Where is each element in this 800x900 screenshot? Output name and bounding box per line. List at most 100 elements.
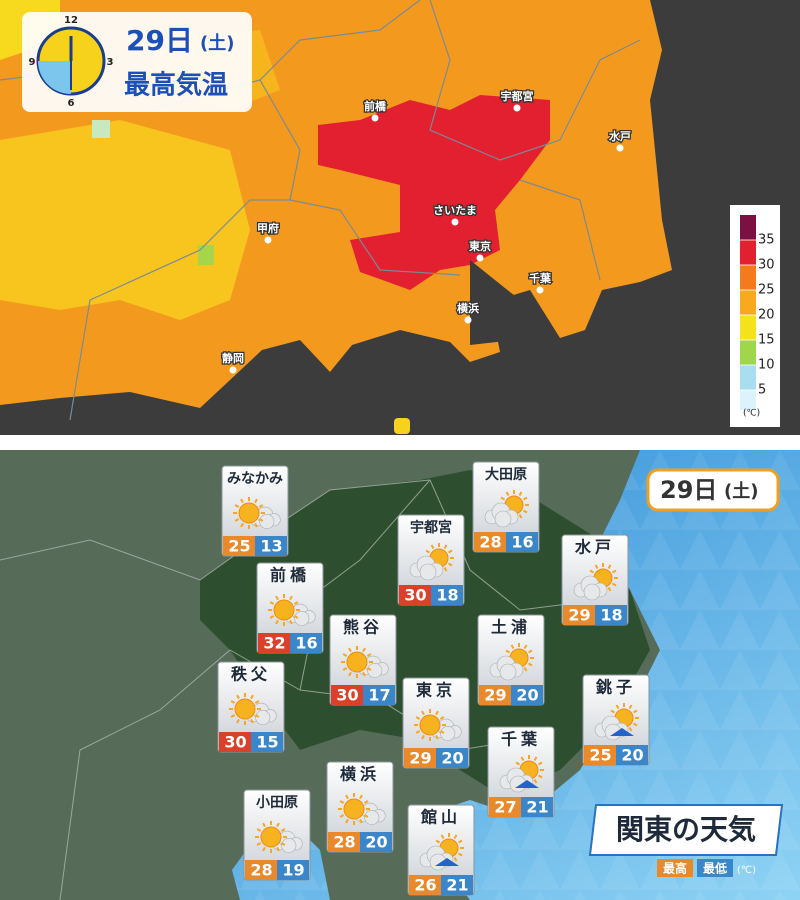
low-box: [521, 797, 553, 817]
sun-ray: [415, 716, 421, 720]
high-box: [399, 585, 431, 605]
sun-ray: [443, 567, 448, 572]
rain: [515, 780, 539, 788]
sun-ray: [533, 779, 538, 784]
legend-tick-label: 10: [758, 358, 775, 373]
sun-ray: [269, 615, 275, 619]
sun-ray: [289, 619, 293, 625]
island: [394, 418, 410, 434]
station-name: 水戸: [574, 538, 615, 557]
low-temp: 20: [516, 686, 538, 705]
legend-unit: (℃): [743, 409, 760, 419]
weather-icon: [233, 497, 281, 530]
rain: [610, 728, 634, 736]
sun-ray: [254, 714, 260, 718]
station: 東京 29 20: [402, 677, 470, 769]
city-label: さいたま: [433, 204, 477, 217]
stations: みなかみ 25 13 大田原 28 16 宇都宮 30 18 水戸 29 18 前橋 32 16 熊谷 30 17…: [217, 461, 650, 896]
city-label: 千葉: [529, 271, 552, 285]
sun-ray: [339, 814, 345, 818]
sun-ray: [250, 694, 254, 700]
date: 29日: [660, 476, 717, 504]
city-label: 東京: [469, 239, 491, 253]
station-name: 千葉: [501, 730, 541, 749]
station-name: 大田原: [485, 466, 527, 483]
station: 館山 26 21: [407, 804, 475, 896]
high-box: [489, 797, 521, 817]
sun-ray: [230, 700, 236, 704]
weather-icon: [341, 646, 389, 679]
station: 大田原 28 16: [472, 461, 540, 553]
city-dot: [371, 114, 379, 122]
legend-swatch: [740, 365, 756, 390]
city-label: 甲府: [257, 221, 279, 235]
city-dot: [513, 104, 521, 112]
city-dot: [536, 286, 544, 294]
low-box: [616, 745, 648, 765]
forecast-title: 関東の天気: [616, 813, 756, 846]
date-badge: 29日 (土): [646, 468, 780, 512]
weather-icon: [573, 563, 618, 601]
sun-ray: [256, 842, 262, 846]
low-temp: 21: [446, 876, 468, 895]
weekday: (土): [724, 481, 758, 502]
sun-ray: [293, 615, 299, 619]
sun-ray: [533, 756, 538, 761]
sun-ray: [421, 734, 425, 740]
low-temp: 15: [256, 733, 278, 752]
station: 千葉 27 21: [487, 726, 555, 818]
high-box: [223, 536, 255, 556]
border: [59, 649, 231, 900]
sun-ray: [250, 718, 254, 724]
station-name: 秩父: [231, 665, 271, 684]
sun-ray: [230, 714, 236, 718]
map-title: 最高気温: [124, 70, 228, 101]
low-temp: 21: [526, 798, 548, 817]
high-box: [409, 875, 441, 895]
low-temp: 20: [621, 746, 643, 765]
sun-ray: [293, 601, 299, 605]
high-box: [479, 685, 511, 705]
sun-ray: [258, 518, 264, 522]
sun-ray: [366, 667, 372, 671]
heat-zone: [198, 245, 214, 265]
legend-tick-label: 35: [758, 233, 775, 248]
sun-ray: [448, 562, 453, 567]
sun-ray: [430, 544, 435, 549]
cloud-part: [494, 510, 512, 528]
legend-swatch: [740, 265, 756, 290]
station-name: みなかみ: [227, 471, 283, 487]
high-box: [584, 745, 616, 765]
low-box: [251, 732, 283, 752]
city-dot: [264, 236, 272, 244]
high-temp: 30: [336, 686, 358, 705]
city-label: 前橋: [364, 99, 387, 113]
sun-ray: [256, 828, 262, 832]
high-box: [258, 633, 290, 653]
sun-ray: [505, 649, 510, 654]
sun-ray: [523, 496, 528, 501]
legend-swatch: [740, 240, 756, 265]
clock-label: 12: [64, 15, 78, 26]
sun-ray: [234, 518, 240, 522]
sun-ray: [363, 800, 369, 804]
sun: [238, 502, 260, 524]
sun-ray: [275, 595, 279, 601]
sun-ray: [275, 619, 279, 625]
station-name: 宇都宮: [410, 519, 452, 536]
sun-ray: [234, 504, 240, 508]
legend: 35 30 25 20 15 10 5 (℃): [730, 205, 780, 427]
low-box: [290, 633, 322, 653]
low-temp: 13: [260, 537, 282, 556]
station: 宇都宮 30 18: [397, 514, 465, 606]
sun: [234, 698, 256, 720]
weather-icon: [414, 709, 462, 741]
sun: [260, 826, 282, 848]
low-temp: 18: [600, 606, 622, 625]
sun-ray: [276, 846, 280, 852]
sun-ray: [435, 734, 439, 740]
city-dot: [451, 218, 459, 226]
high-box: [563, 605, 595, 625]
sun-ray: [440, 834, 445, 839]
legend-tick-label: 25: [758, 283, 775, 298]
